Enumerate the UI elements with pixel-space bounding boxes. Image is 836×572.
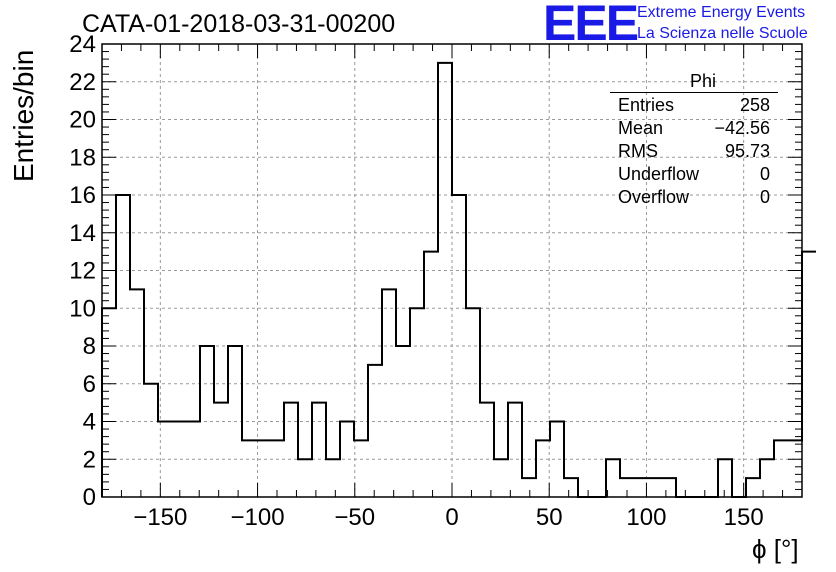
stats-box: Phi Entries 258 Mean −42.56 RMS 95.73 Un… bbox=[610, 70, 778, 209]
logo-line-2: La Scienza nelle Scuole bbox=[637, 25, 808, 42]
y-tick-label: 0 bbox=[83, 484, 96, 511]
histogram-bin bbox=[270, 440, 284, 497]
histogram-bin bbox=[382, 289, 396, 497]
x-tick-label: 0 bbox=[445, 504, 458, 531]
stats-value: −42.56 bbox=[714, 118, 770, 138]
x-tick-label: 100 bbox=[626, 504, 666, 531]
histogram-bin bbox=[788, 440, 802, 497]
x-tick-label: −150 bbox=[133, 504, 187, 531]
eee-logo: EEE bbox=[543, 0, 639, 51]
histogram-bin bbox=[494, 459, 508, 497]
histogram-bin bbox=[746, 478, 760, 497]
histogram-bin bbox=[214, 403, 228, 497]
histogram-bin bbox=[802, 252, 816, 497]
histogram-bin bbox=[312, 403, 326, 497]
histogram-bin bbox=[718, 459, 732, 497]
x-tick-label: −100 bbox=[231, 504, 285, 531]
histogram-bin bbox=[508, 403, 522, 497]
x-axis-label: ϕ [°] bbox=[752, 534, 799, 564]
histogram-bin bbox=[354, 440, 368, 497]
histogram-bin bbox=[438, 63, 452, 497]
histogram-bin bbox=[648, 478, 662, 497]
histogram-bin bbox=[368, 365, 382, 497]
histogram-bin bbox=[536, 440, 550, 497]
histogram-bin bbox=[242, 440, 256, 497]
histogram-bin bbox=[564, 478, 578, 497]
stats-divider bbox=[610, 92, 778, 93]
y-tick-label: 6 bbox=[83, 371, 96, 398]
stats-value: 0 bbox=[759, 164, 770, 184]
stats-value: 0 bbox=[759, 187, 770, 207]
histogram-bin bbox=[424, 252, 438, 497]
histogram-bin bbox=[410, 308, 424, 497]
y-tick-label: 8 bbox=[83, 333, 96, 360]
stats-row-entries: Entries 258 bbox=[610, 94, 778, 117]
logo-line-1: Extreme Energy Events bbox=[637, 4, 806, 21]
histogram-bin bbox=[634, 478, 648, 497]
stats-label: Entries bbox=[618, 95, 675, 115]
histogram-bin bbox=[606, 459, 620, 497]
y-tick-label: 12 bbox=[69, 258, 96, 285]
stats-row-rms: RMS 95.73 bbox=[610, 140, 778, 163]
y-tick-label: 22 bbox=[69, 69, 96, 96]
stats-label: Overflow bbox=[618, 187, 690, 207]
y-tick-label: 4 bbox=[83, 409, 96, 436]
stats-label: RMS bbox=[618, 141, 658, 161]
histogram-bin bbox=[760, 459, 774, 497]
y-tick-label: 18 bbox=[69, 144, 96, 171]
y-tick-label: 20 bbox=[69, 107, 96, 134]
x-tick-label: 150 bbox=[724, 504, 764, 531]
histogram-bin bbox=[480, 403, 494, 497]
y-tick-label: 2 bbox=[83, 446, 96, 473]
histogram-bin bbox=[102, 308, 116, 497]
histogram-bin bbox=[522, 478, 536, 497]
stats-row-underflow: Underflow 0 bbox=[610, 163, 778, 186]
stats-label: Underflow bbox=[618, 164, 700, 184]
y-tick-label: 14 bbox=[69, 220, 96, 247]
histogram-bin bbox=[144, 384, 158, 497]
stats-value: 95.73 bbox=[724, 141, 770, 161]
histogram-bin bbox=[130, 289, 144, 497]
y-tick-label: 10 bbox=[69, 295, 96, 322]
histogram-bin bbox=[774, 440, 788, 497]
stats-value: 258 bbox=[739, 95, 770, 115]
histogram-bin bbox=[662, 478, 676, 497]
histogram-bin bbox=[298, 459, 312, 497]
histogram-bin bbox=[256, 440, 270, 497]
histogram-bin bbox=[326, 459, 340, 497]
y-tick-label: 16 bbox=[69, 182, 96, 209]
stats-title: Phi bbox=[689, 71, 716, 91]
histogram-bin bbox=[466, 308, 480, 497]
chart-title: CATA-01-2018-03-31-00200 bbox=[82, 10, 396, 38]
y-tick-label: 24 bbox=[69, 31, 96, 58]
plot-frame bbox=[101, 43, 803, 498]
stats-row-overflow: Overflow 0 bbox=[610, 186, 778, 209]
stats-row-mean: Mean −42.56 bbox=[610, 117, 778, 140]
histogram-bin bbox=[284, 403, 298, 497]
x-tick-label: −50 bbox=[334, 504, 375, 531]
y-axis-label: Entries/bin bbox=[8, 49, 39, 182]
stats-label: Mean bbox=[618, 118, 664, 138]
x-tick-label: 50 bbox=[536, 504, 563, 531]
